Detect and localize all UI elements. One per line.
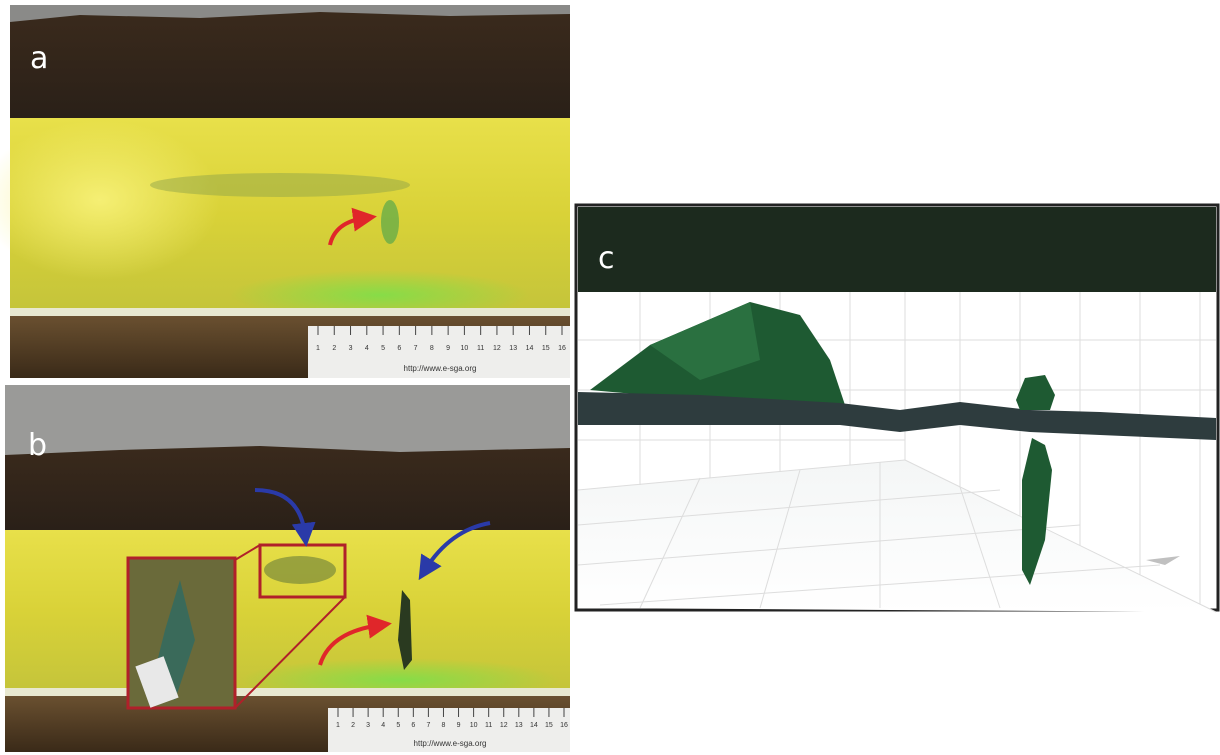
soil-layer xyxy=(5,446,570,530)
ruler-number: 4 xyxy=(381,722,385,729)
figure: http://www.e-sga.org 1234567891011121314… xyxy=(0,0,1220,755)
ruler-number: 9 xyxy=(457,722,461,729)
glass-edge xyxy=(10,308,570,316)
ruler-number: 16 xyxy=(558,345,566,352)
ruler-number: 16 xyxy=(560,722,568,729)
plume-trace xyxy=(150,173,410,197)
dark-patch xyxy=(264,556,336,584)
ruler-number: 12 xyxy=(500,722,508,729)
ruler-number: 6 xyxy=(397,345,401,352)
ruler-number: 7 xyxy=(414,345,418,352)
ruler-number: 11 xyxy=(485,722,492,729)
page: {"panels": [ {"label": "a", "ruler": {"n… xyxy=(0,0,1220,755)
panel-label: a xyxy=(30,41,48,76)
ruler-number: 9 xyxy=(446,345,450,352)
ruler-number: 1 xyxy=(336,722,340,729)
glass-edge xyxy=(5,688,570,696)
dark-band xyxy=(578,207,1216,292)
panel-label: c xyxy=(598,241,615,276)
ruler-number: 5 xyxy=(381,345,385,352)
ruler-number: 6 xyxy=(411,722,415,729)
ruler-number: 10 xyxy=(461,345,469,352)
ruler-number: 1 xyxy=(316,345,320,352)
ruler-number: 2 xyxy=(351,722,355,729)
plume xyxy=(381,200,399,244)
panel-label: b xyxy=(28,428,47,463)
ruler-number: 13 xyxy=(509,345,517,352)
ruler-number: 14 xyxy=(526,345,534,352)
ruler-number: 14 xyxy=(530,722,538,729)
ruler-number: 10 xyxy=(470,722,478,729)
ruler-number: 3 xyxy=(366,722,370,729)
ruler-number: 13 xyxy=(515,722,523,729)
ruler-number: 15 xyxy=(545,722,553,729)
ruler-url: http://www.e-sga.org xyxy=(414,739,487,748)
ruler-number: 7 xyxy=(426,722,430,729)
ruler-number: 15 xyxy=(542,345,550,352)
ruler-number: 3 xyxy=(349,345,353,352)
ruler-number: 2 xyxy=(332,345,336,352)
soil-layer xyxy=(10,12,570,118)
ruler-number: 8 xyxy=(430,345,434,352)
ruler-number: 11 xyxy=(477,345,484,352)
ruler-number: 8 xyxy=(442,722,446,729)
panel-c: c xyxy=(576,205,1218,612)
ruler-url: http://www.e-sga.org xyxy=(404,364,477,373)
ruler-number: 4 xyxy=(365,345,369,352)
ruler-number: 5 xyxy=(396,722,400,729)
ruler-number: 12 xyxy=(493,345,501,352)
